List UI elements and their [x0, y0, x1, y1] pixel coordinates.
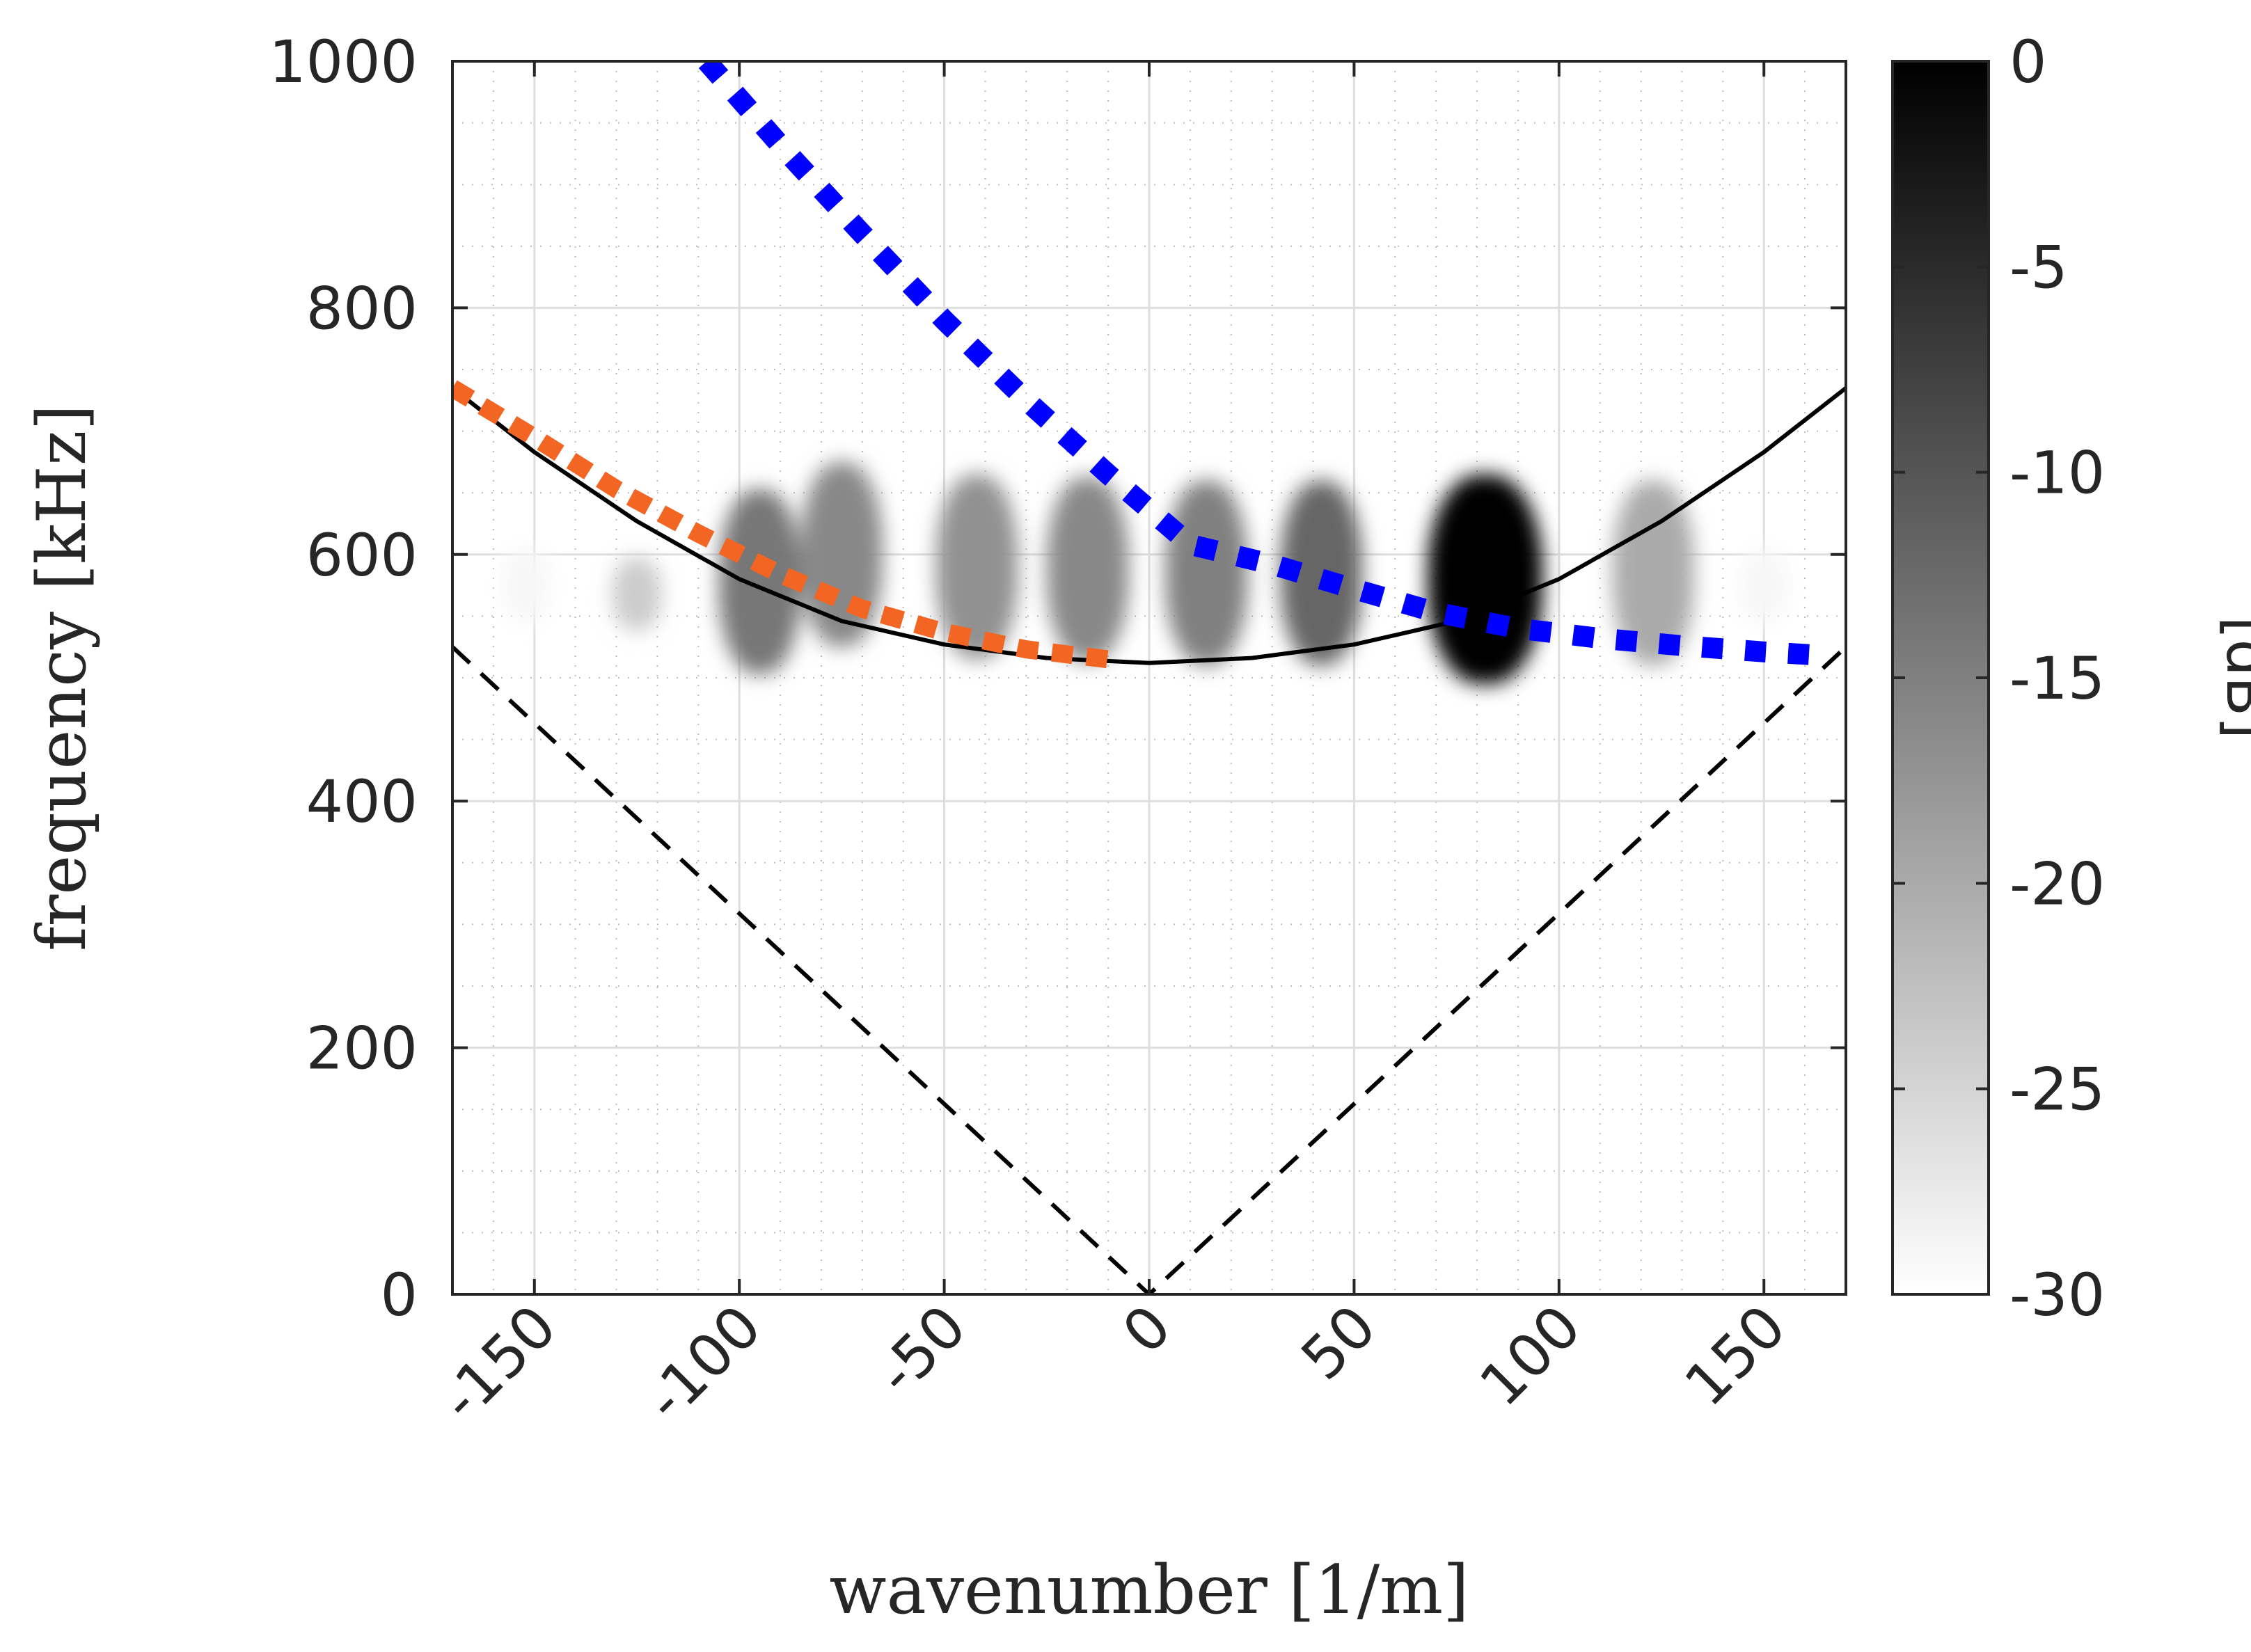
curves [452, 61, 1846, 1294]
colorbar-ticks: 0 -5 -10 -15 -20 -25 -30 [1893, 28, 2105, 1329]
colorbar-label: [dB] [2213, 617, 2251, 740]
axis-ticks [452, 60, 1846, 1296]
colorbar-tick-label: 0 [2009, 28, 2046, 96]
series-orange-mode [452, 380, 1109, 669]
heatmap-blob [1428, 474, 1543, 684]
x-tick-label: -100 [632, 1292, 774, 1434]
heatmap [501, 461, 1789, 684]
y-tick-label: 200 [306, 1015, 418, 1083]
y-tick-label: 1000 [269, 28, 418, 96]
heatmap-blob [1739, 548, 1789, 623]
heatmap-blob [501, 548, 551, 623]
series-blue-mode [698, 61, 1826, 667]
x-axis-label: wavenumber [1/m] [829, 1551, 1469, 1629]
heatmap-blob [1612, 480, 1695, 666]
colorbar-tick-label: -30 [2009, 1261, 2105, 1329]
heatmap-blob [1046, 477, 1129, 662]
y-tick-label: 600 [306, 521, 418, 589]
x-tick-label: 0 [1109, 1292, 1184, 1367]
y-tick-label: 0 [381, 1261, 418, 1329]
heatmap-blob [612, 557, 662, 631]
colorbar-tick-label: -5 [2009, 233, 2068, 301]
y-tick-label: 800 [306, 274, 418, 342]
x-tick-label: 150 [1672, 1292, 1799, 1420]
heatmap-blob [935, 474, 1018, 660]
heatmap-blob [1165, 480, 1248, 666]
x-tick-labels: -150 -100 -50 0 50 100 150 [427, 1292, 1799, 1434]
colorbar-tick-label: -25 [2009, 1056, 2105, 1124]
y-tick-labels: 0 200 400 600 800 1000 [269, 28, 418, 1329]
heatmap-blob [718, 489, 801, 674]
y-axis-label: frequency [kHz] [23, 404, 101, 951]
colorbar [1891, 60, 1990, 1296]
colorbar-tick-label: -20 [2009, 850, 2105, 918]
series-dispersion-curve [452, 386, 1846, 665]
heatmap-blob [1280, 480, 1363, 666]
series-light-line [452, 645, 1846, 1294]
x-tick-label: 50 [1288, 1292, 1389, 1393]
y-tick-label: 400 [306, 768, 418, 836]
colorbar-tick-label: -15 [2009, 644, 2105, 713]
x-tick-label: -50 [863, 1292, 979, 1408]
x-tick-label: 100 [1467, 1292, 1594, 1420]
x-tick-label: -150 [427, 1292, 569, 1434]
colorbar-tick-label: -10 [2009, 439, 2105, 507]
